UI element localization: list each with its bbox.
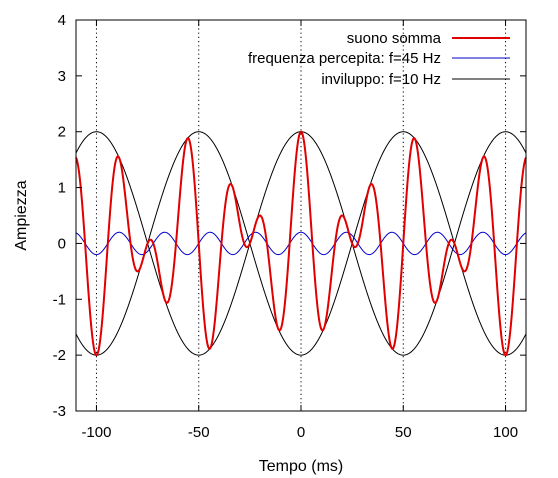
legend: suono somma frequenza percepita: f=45 Hz i… bbox=[248, 30, 510, 88]
x-tick-label: 100 bbox=[493, 424, 518, 441]
y-axis-label: Ampiezza bbox=[13, 180, 30, 250]
x-tick-label: -100 bbox=[81, 424, 111, 441]
y-tick-label: 0 bbox=[58, 235, 66, 252]
x-axis-label: Tempo (ms) bbox=[259, 458, 343, 475]
series-envelope-lower bbox=[75, 131, 527, 356]
curves bbox=[75, 130, 527, 357]
legend-label-0: suono somma bbox=[347, 30, 442, 47]
y-tick-label: 2 bbox=[58, 124, 66, 141]
vertical-guides bbox=[95, 20, 507, 411]
legend-label-2: inviluppo: f=10 Hz bbox=[321, 71, 441, 88]
y-tick-label: -2 bbox=[53, 347, 66, 364]
x-tick-label: -50 bbox=[188, 424, 210, 441]
y-tick-label: 4 bbox=[58, 12, 66, 29]
series-sum-sound bbox=[75, 130, 527, 357]
y-tick-label: -1 bbox=[53, 291, 66, 308]
series-perceived-frequency bbox=[75, 231, 527, 256]
y-tick-label: 3 bbox=[58, 68, 66, 85]
x-tick-label: 0 bbox=[297, 424, 305, 441]
ticks: -3 -2 -1 0 1 2 3 4 -100 -50 0 50 100 bbox=[53, 12, 526, 441]
y-tick-label: 1 bbox=[58, 180, 66, 197]
x-tick-label: 50 bbox=[395, 424, 412, 441]
y-tick-label: -3 bbox=[53, 403, 66, 420]
legend-label-1: frequenza percepita: f=45 Hz bbox=[248, 50, 441, 67]
